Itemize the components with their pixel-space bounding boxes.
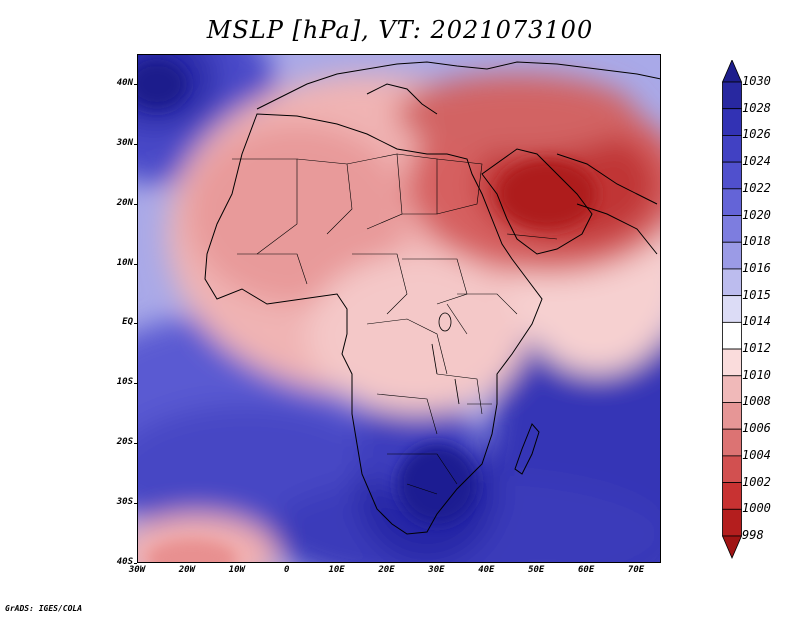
lon-tick-label: 40E <box>478 565 495 575</box>
lat-tick-mark <box>134 443 137 445</box>
colorbar-level-label: 1020 <box>742 207 771 222</box>
colorbar-bin <box>722 161 742 190</box>
lat-tick-label: 20S <box>116 437 133 448</box>
colorbar-level-label: 1026 <box>742 127 771 142</box>
colorbar-bin <box>722 188 742 216</box>
lat-tick-label: 30N <box>116 137 133 148</box>
colorbar-level-label: 1024 <box>742 154 771 169</box>
colorbar-bin <box>722 135 742 163</box>
colorbar-level-label: 1028 <box>742 100 771 115</box>
lat-tick-label: 40N <box>116 77 133 88</box>
colorbar-level-label: 1014 <box>742 314 771 329</box>
colorbar-bin <box>722 81 742 110</box>
map-title: MSLP [hPa], VT: 2021073100 <box>206 16 594 44</box>
lat-tick-label: 30S <box>116 497 133 508</box>
lon-tick-label: 0 <box>283 565 290 575</box>
colorbar-bin <box>722 321 742 350</box>
lat-tick-label: 40S <box>116 557 133 567</box>
map-frame <box>137 54 661 563</box>
colorbar-level-label: 1018 <box>742 234 771 249</box>
colorbar-bin <box>722 108 742 136</box>
lon-tick-label: 20W <box>178 565 196 575</box>
country-borders <box>232 153 558 495</box>
lat-tick-mark <box>134 383 137 385</box>
pressure-map <box>137 54 661 563</box>
colorbar-bin <box>722 348 742 377</box>
lon-tick-label: 70E <box>627 565 645 575</box>
colorbar-bin <box>722 241 742 270</box>
lat-tick-mark <box>134 503 137 505</box>
lon-tick-label: 10E <box>328 565 345 575</box>
lat-tick-mark <box>134 263 137 265</box>
colorbar-bin <box>722 215 742 243</box>
colorbar-bin <box>722 428 742 457</box>
colorbar-bin <box>722 60 742 83</box>
lat-tick-mark <box>134 323 137 325</box>
lat-tick-label: EQ <box>122 317 133 328</box>
colorbar-level-label: 998 <box>742 528 764 542</box>
colorbar-level-label: 1012 <box>742 341 771 356</box>
coastlines <box>204 61 661 535</box>
colorbar-level-label: 1008 <box>742 394 771 409</box>
colorbar-level-label: 1002 <box>742 474 771 489</box>
lat-tick-label: 20N <box>116 197 133 208</box>
lat-tick-label: 10N <box>116 257 133 268</box>
lon-tick-label: 30W <box>128 565 146 575</box>
colorbar-level-label: 1016 <box>742 260 771 275</box>
lon-tick-label: 30E <box>428 565 445 575</box>
colorbar-level-label: 1022 <box>742 180 771 195</box>
lon-tick-label: 10W <box>228 565 245 575</box>
colorbar-bin <box>722 482 742 510</box>
lat-tick-mark <box>134 83 137 85</box>
lakes <box>431 312 460 405</box>
colorbar-level-label: 1004 <box>742 447 771 462</box>
colorbar-bin <box>722 295 742 323</box>
colorbar-level-label: 1000 <box>742 501 771 516</box>
lon-tick-label: 60E <box>578 565 595 575</box>
lat-tick-mark <box>134 203 137 205</box>
lat-tick-label: 10S <box>116 377 133 388</box>
colorbar-bin <box>722 268 742 297</box>
lon-tick-label: 20E <box>378 565 395 575</box>
colorbar-bin <box>722 375 742 403</box>
colorbar-level-label: 1010 <box>742 367 771 382</box>
colorbar-bin <box>722 535 742 560</box>
colorbar-bin <box>722 508 742 537</box>
lon-tick-label: 50E <box>528 565 545 575</box>
colorbar-level-label: 1030 <box>742 74 771 88</box>
lat-tick-mark <box>134 143 137 145</box>
lat-tick-mark <box>134 563 137 564</box>
colorbar-bin <box>722 455 742 483</box>
credit-label: GrADS: IGES/COLA <box>5 604 83 613</box>
colorbar-level-label: 1015 <box>742 287 771 302</box>
colorbar-bin <box>722 402 742 430</box>
colorbar-legend: 1030 1028 1026 1024 1022 1020 1018 1016 1015 1014… <box>722 60 800 560</box>
colorbar-level-label: 1006 <box>742 421 771 436</box>
